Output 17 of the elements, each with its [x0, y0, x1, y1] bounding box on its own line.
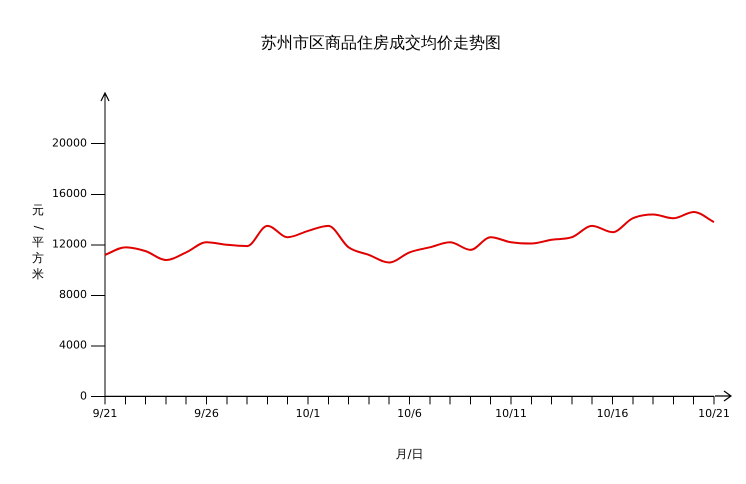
y-tick-label: 16000	[52, 187, 87, 200]
y-tick-label: 8000	[58, 288, 87, 302]
x-tick-label: 10/16	[596, 406, 628, 420]
y-axis-title: 元/平方米	[32, 202, 46, 281]
y-tick-label: 12000	[52, 238, 87, 251]
x-tick-label: 10/1	[296, 406, 320, 420]
x-tick-label: 10/11	[495, 406, 527, 420]
x-axis-title: 月/日	[395, 446, 424, 461]
y-tick-label: 20000	[52, 136, 87, 150]
chart-title: 苏州市区商品住房成交均价走势图	[261, 32, 501, 52]
x-tick-label: 10/6	[397, 406, 422, 420]
x-tick-label: 10/21	[698, 406, 730, 420]
y-tick-label: 4000	[58, 338, 87, 352]
x-tick-label: 9/26	[194, 406, 219, 420]
x-tick-label: 9/21	[92, 406, 118, 420]
line-series	[104, 210, 715, 264]
y-tick-label: 0	[80, 389, 87, 402]
